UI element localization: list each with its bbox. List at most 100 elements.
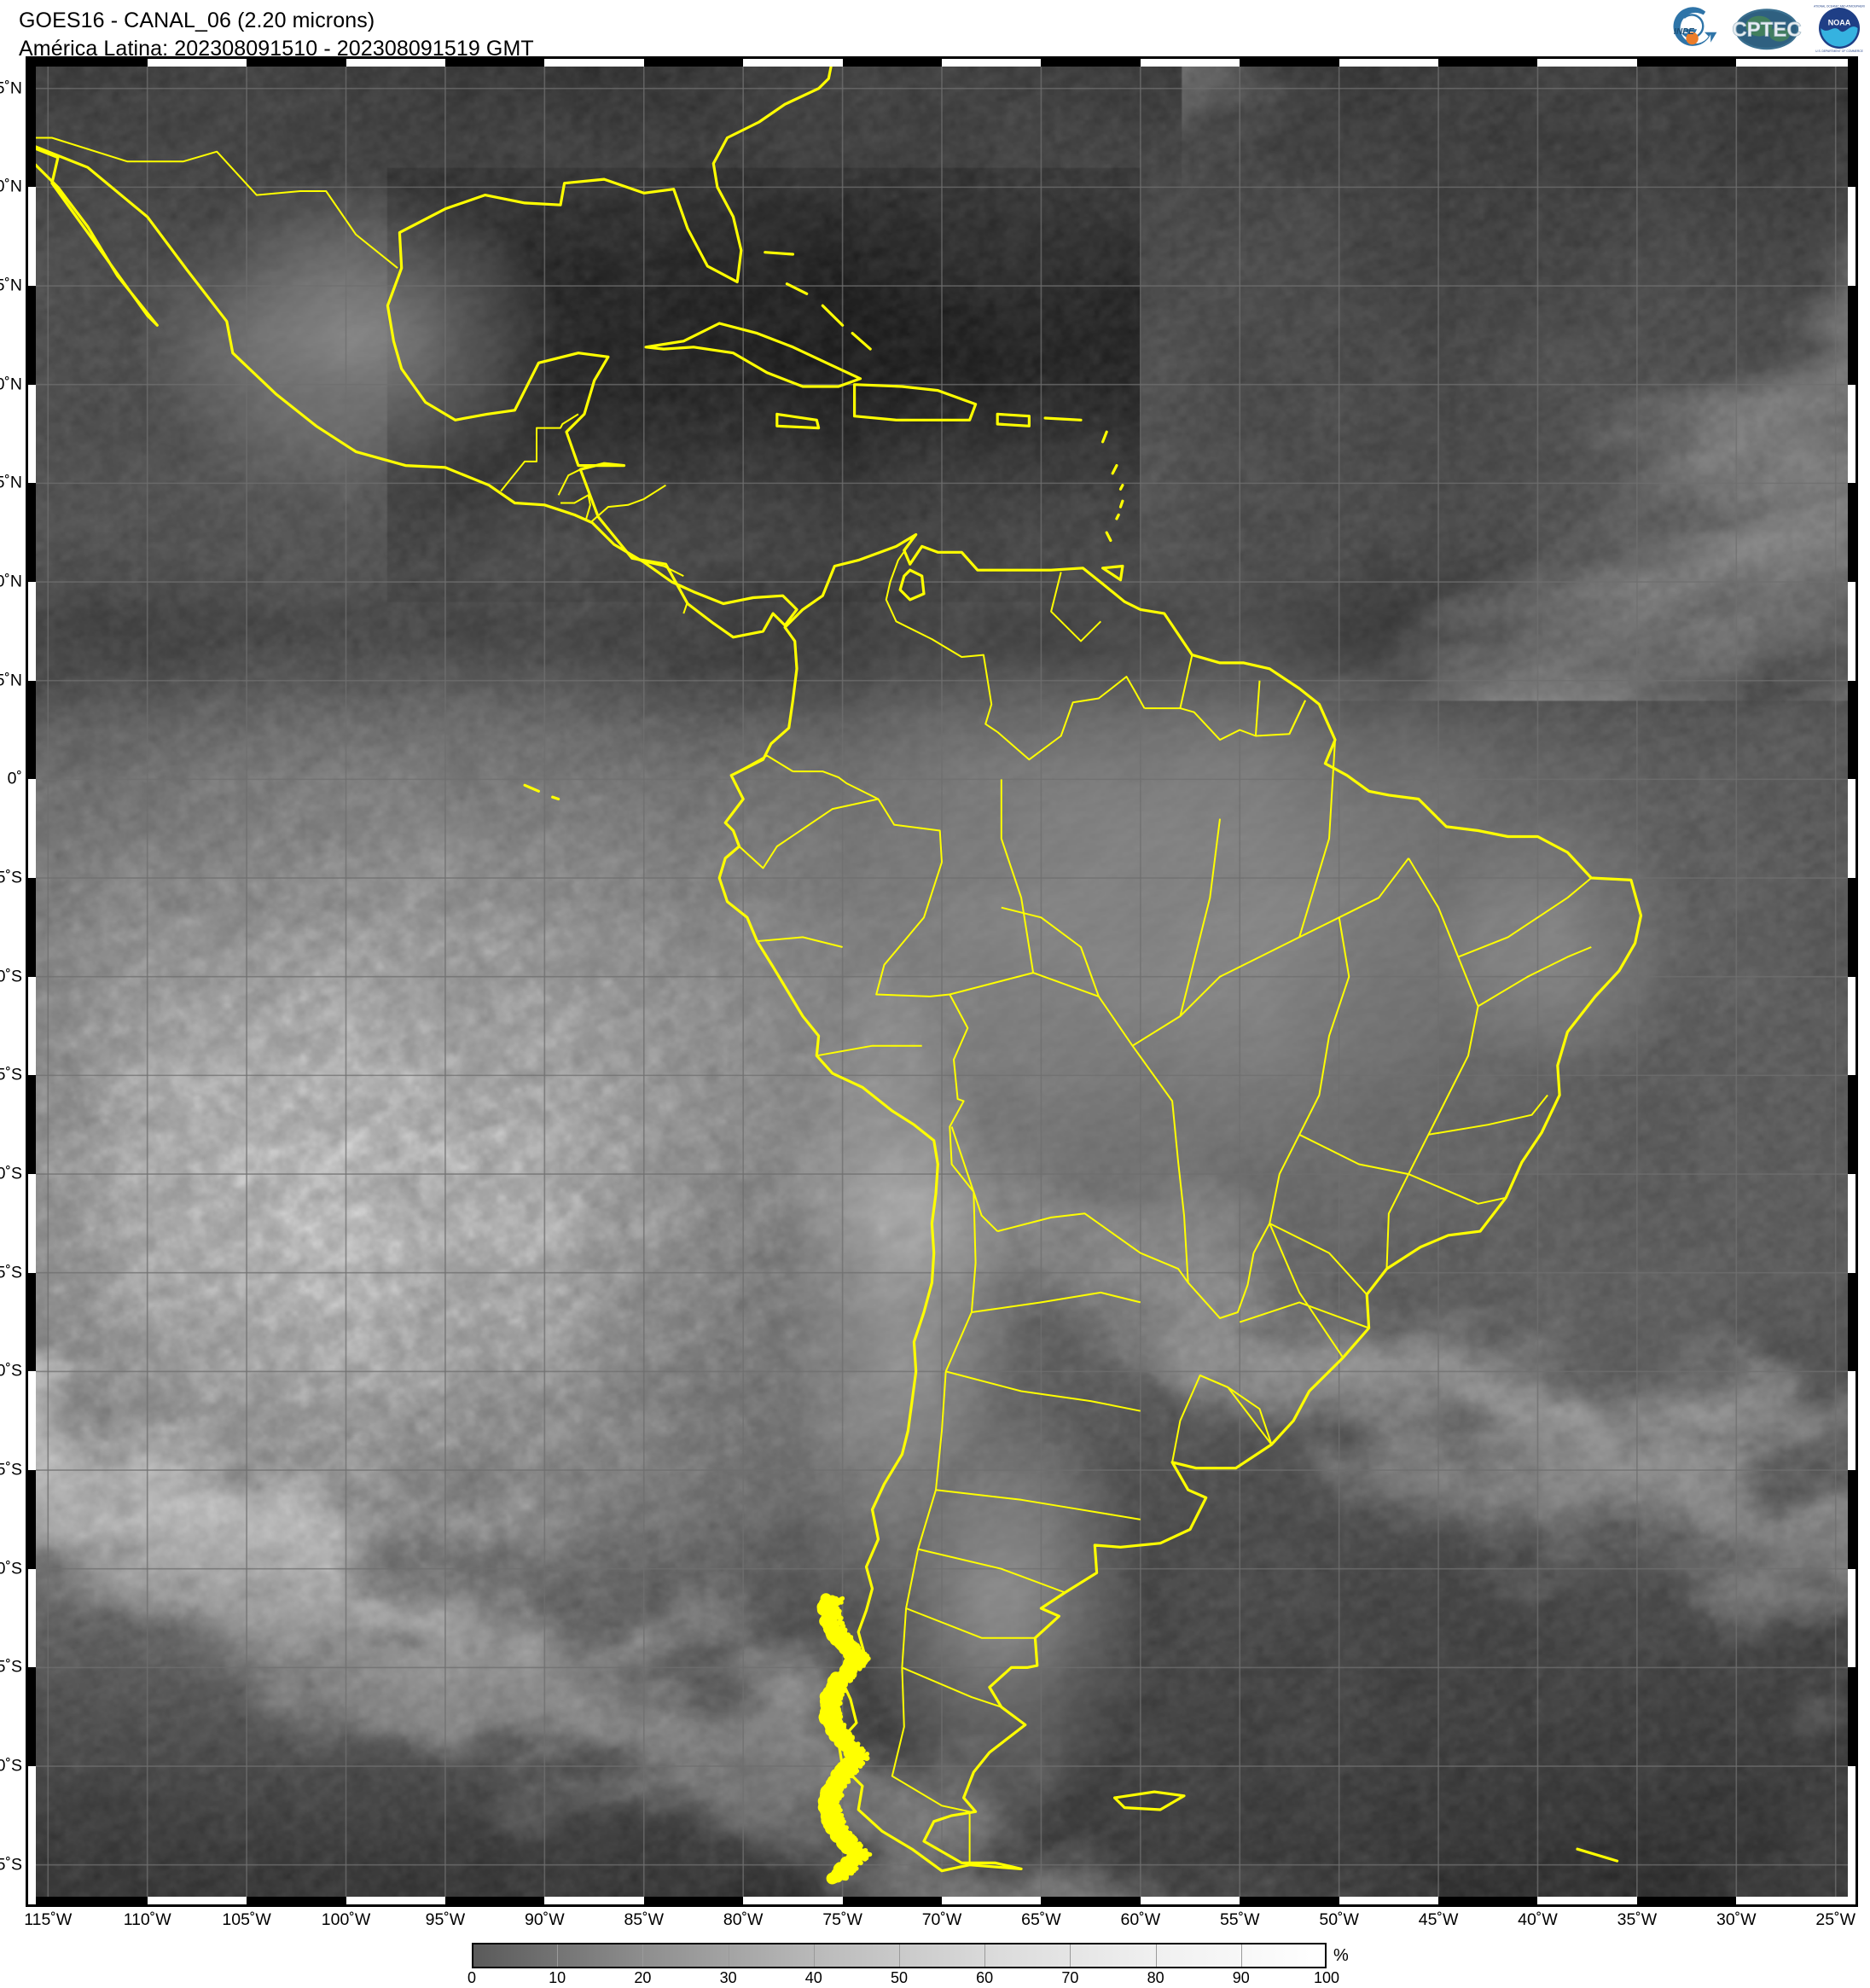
colorbar-tick-label: 10 [549, 1969, 566, 1986]
lon-tick-label: 55˚W [1219, 1910, 1260, 1929]
border-path [950, 972, 1189, 1283]
lon-tick-label: 40˚W [1518, 1910, 1558, 1929]
svg-text:CPTEC: CPTEC [1732, 19, 1801, 42]
border-path [945, 1370, 1141, 1412]
lat-tick-label: 35˚N [0, 78, 22, 98]
svg-text:NOAA: NOAA [1828, 18, 1851, 26]
border-path [885, 533, 998, 733]
colorbar-tick [1155, 1944, 1157, 1967]
border-path [500, 413, 579, 492]
border-path [1179, 818, 1221, 1017]
colorbar-tick-label: 70 [1061, 1969, 1079, 1986]
border-path [557, 468, 581, 496]
border-path [971, 1291, 1141, 1313]
satellite-map[interactable] [26, 56, 1858, 1907]
colorbar-tick-label: 0 [467, 1969, 477, 1986]
tick-frame-bottom [28, 1897, 1855, 1904]
coastline-path [28, 59, 834, 639]
border-path [996, 1212, 1189, 1283]
colorbar-tick [813, 1944, 815, 1967]
colorbar-tick [1070, 1944, 1071, 1967]
geographic-overlay [28, 59, 1855, 1904]
svg-text:U.S. DEPARTMENT OF COMMERCE: U.S. DEPARTMENT OF COMMERCE [1815, 49, 1863, 53]
lat-tick-label: 15˚S [0, 1065, 22, 1084]
colorbar-tick-label: 40 [804, 1969, 822, 1986]
coastline-path [1118, 499, 1124, 509]
coastline-path [785, 282, 809, 295]
lon-tick-label: 65˚W [1021, 1910, 1061, 1929]
coastline-path [898, 568, 926, 602]
colorbar-tick-label: 60 [976, 1969, 994, 1986]
colorbar-unit-label: % [1333, 1946, 1349, 1965]
svg-text:NATIONAL OCEANIC AND ATMOSPHER: NATIONAL OCEANIC AND ATMOSPHERIC [1814, 4, 1865, 8]
lat-tick-label: 15˚N [0, 473, 22, 492]
inpe-logo: INPE [1673, 7, 1717, 46]
colorbar-tick [1240, 1944, 1242, 1967]
colorbar-tick [899, 1944, 900, 1967]
border-path [1001, 906, 1100, 997]
border-path [816, 1044, 922, 1057]
colorbar-tick-label: 100 [1313, 1969, 1340, 1986]
lat-tick-label: 25˚S [0, 1263, 22, 1282]
lon-tick-label: 60˚W [1120, 1910, 1161, 1929]
tick-frame-right [1848, 59, 1855, 1904]
border-path [1179, 654, 1193, 709]
lon-tick-label: 30˚W [1716, 1910, 1757, 1929]
border-path [902, 1666, 1002, 1708]
coastline-path [1115, 513, 1120, 520]
coastline-path [523, 783, 540, 793]
chilean-archipelago [816, 1593, 873, 1885]
border-path [631, 557, 684, 577]
lon-tick-label: 25˚W [1815, 1910, 1855, 1929]
border-path [1252, 917, 1350, 1254]
svg-text:INPE: INPE [1674, 27, 1695, 37]
lat-tick-label: 20˚S [0, 1164, 22, 1183]
colorbar-tick-labels: 0 10 20 30 40 50 60 70 80 90 100 [468, 1969, 1339, 1988]
colorbar-ticks [472, 1943, 1327, 1968]
border-path [1408, 1173, 1507, 1205]
border-path [917, 1548, 1066, 1594]
lat-tick-label: 30˚N [0, 177, 22, 196]
page-title: GOES16 - CANAL_06 (2.20 microns) [19, 9, 375, 32]
border-path [1428, 1094, 1548, 1136]
coastline-path [1043, 416, 1083, 421]
border-path [1199, 1375, 1273, 1445]
lon-tick-label: 50˚W [1319, 1910, 1359, 1929]
border-path [682, 601, 688, 614]
coastlines [28, 59, 1643, 1873]
border-path [1187, 1253, 1255, 1319]
border-path [1050, 572, 1102, 642]
border-path [875, 862, 998, 1232]
border-path [996, 676, 1146, 761]
lon-tick-label: 75˚W [822, 1910, 862, 1929]
colorbar-tick-label: 50 [890, 1969, 909, 1986]
border-path [730, 754, 793, 776]
lat-tick-label: 5˚N [0, 671, 22, 690]
lat-tick-label: 35˚S [0, 1460, 22, 1479]
lon-tick-label: 95˚W [425, 1910, 466, 1929]
coastline-path [644, 322, 862, 388]
border-path [1298, 1133, 1409, 1176]
border-path [1478, 946, 1592, 1008]
border-path [1269, 1223, 1344, 1358]
border-path [1269, 1223, 1368, 1295]
lat-tick-label: 0˚ [7, 769, 22, 788]
gridlines [28, 59, 1855, 1904]
border-path [1298, 740, 1336, 938]
coastline-path [1105, 531, 1112, 543]
border-path [757, 936, 843, 948]
lat-tick-label: 50˚S [0, 1756, 22, 1776]
lat-tick-label: 25˚N [0, 276, 22, 295]
border-path [1239, 1301, 1369, 1329]
longitude-axis-labels: 115˚W 110˚W 105˚W 100˚W 95˚W 90˚W 85˚W 80˚W 75˚W… [0, 1910, 1870, 1936]
border-path [1457, 877, 1592, 958]
coastline-path [1101, 564, 1124, 582]
colorbar-tick-label: 80 [1147, 1969, 1164, 1986]
lon-tick-label: 90˚W [525, 1910, 565, 1929]
lon-tick-label: 70˚W [921, 1910, 962, 1929]
lon-tick-label: 45˚W [1418, 1910, 1459, 1929]
border-path [738, 798, 879, 869]
coastline-path [764, 251, 794, 256]
noaa-logo: NOAA NATIONAL OCEANIC AND ATMOSPHERIC U.… [1814, 3, 1865, 53]
colorbar-tick-label: 20 [634, 1969, 652, 1986]
